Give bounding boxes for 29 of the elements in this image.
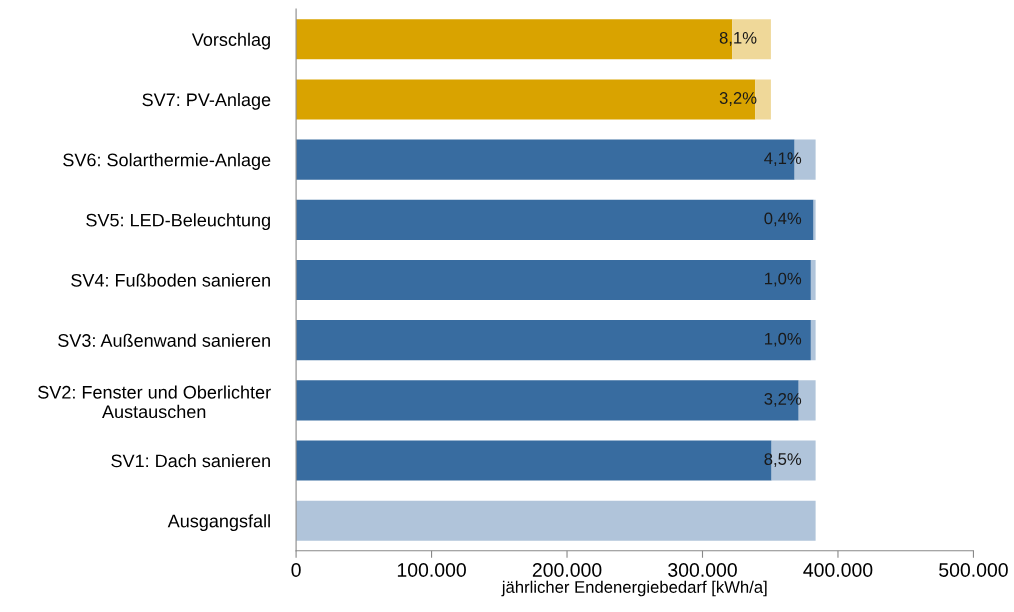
x-tick-label: 100.000 — [397, 563, 466, 577]
bar — [296, 500, 816, 541]
y-tick-label: Ausgangsfall — [167, 514, 270, 531]
bar — [296, 199, 814, 240]
y-tick-label: SV2: Fenster und Oberlichter Austauschen — [38, 385, 271, 419]
y-tick-label: Vorschlag — [191, 32, 270, 50]
bar — [296, 259, 811, 301]
bar — [296, 79, 756, 120]
x-tick-label: 200.000 — [532, 563, 602, 577]
annotation: 1,0% — [765, 332, 802, 347]
x-tick-label: 0 — [291, 563, 301, 577]
bar — [755, 79, 771, 120]
bar — [296, 380, 799, 421]
annotation: 0,4% — [764, 212, 802, 227]
y-tick-label: SV1: Dach sanieren — [111, 453, 270, 468]
y-tick-label: SV4: Fußboden sanieren — [71, 273, 270, 287]
y-tick-label: SV7: PV-Anlage — [142, 92, 271, 110]
y-tick-label: SV5: LED-Beleuchtung — [86, 213, 270, 231]
x-tick-label: 400.000 — [803, 563, 873, 577]
y-tick-label: SV3: Außenwand sanieren — [58, 333, 270, 347]
bar — [296, 320, 811, 361]
x-tick-label: 500.000 — [939, 563, 1008, 577]
x-axis-title: jährlicher Endenergiebedarf [kWh/a] — [501, 580, 767, 597]
y-tick-label: SV6: Solarthermie-Anlage — [63, 153, 271, 170]
annotation: 1,0% — [765, 272, 802, 287]
x-tick-label: 300.000 — [668, 563, 737, 577]
bar — [810, 259, 816, 301]
bar — [813, 199, 816, 240]
bar — [810, 320, 816, 361]
